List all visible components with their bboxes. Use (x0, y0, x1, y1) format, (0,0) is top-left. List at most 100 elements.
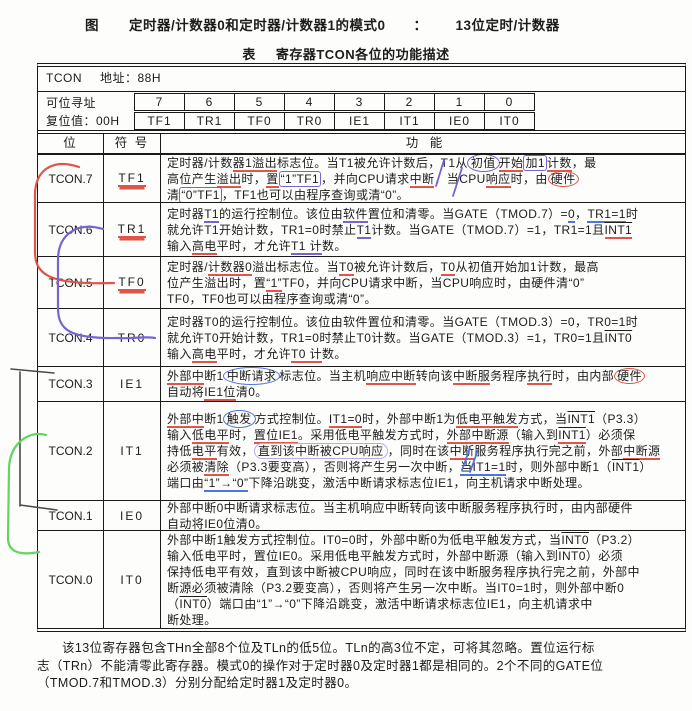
table-row: TCON.7 TF1 定时器/计数器1溢出标志位。当T1被允许计数后，T1从 初值 开始… (38, 155, 685, 203)
text-segment: 输入 (167, 346, 192, 361)
figure-caption: 图 定时器/计数器0和定时器/计数器1的模式0 ： 13位定时/计数器 (85, 14, 560, 34)
bit-name-cell: TR1 (184, 112, 235, 130)
underline-mark: 高电 (191, 238, 217, 255)
underline-mark: 中断 (449, 444, 475, 460)
text-segment: 的运行控制位。该位由 (219, 206, 344, 221)
overline-signal: INT0 (179, 596, 208, 611)
text-segment: 时，由 (510, 171, 548, 186)
text-segment: （P3.3要变高），否则将产生另一次中断， (229, 460, 461, 474)
bit-label: TCON.1 (48, 508, 93, 523)
text-segment: 有效， (216, 444, 254, 458)
function-cell: 外部中断1触发方式控制位。IT0=0时，外部中断0为低电平触发方式，当 INT0（… (161, 531, 685, 628)
function-line: 端口由“1”→“0”下降沿跳变，激活中断请求标志位IE1，向主机请求中断处理。 (167, 475, 685, 492)
bit-label: TCON.6 (48, 222, 93, 237)
table-row: TCON.0 IT0 外部中断1触发方式控制位。IT0=0时，外部中断0为低电平触发… (38, 531, 685, 628)
text-segment: 。采用低电平触发方式时， (297, 428, 447, 442)
text-segment: 高位产生 (167, 171, 217, 186)
function-line: 必须被清除（P3.3要变高），否则将产生另一次中断，当IT1=1时，则外部中断1… (167, 459, 685, 476)
function-cell: 外部中断1 中断请求 标志位。当主机响应中断转向该中断服务程序执行时，由内部 硬件 自动… (161, 367, 685, 401)
underline-mark: 外部中断源 (446, 428, 509, 444)
text-segment: （ (167, 596, 180, 611)
symbol-label: TF1 (118, 170, 146, 187)
function-line: 保持低电平有效，直到该中断被CPU响应，同时在该中断服务程序执行完之前，外部中 (167, 564, 685, 580)
function-line: 断源必须被清除（P3.2要变高），否则将产生另一次中断。当IT0=1时，则外部中… (167, 580, 685, 596)
text-segment: 服务程序执行完之前，外部 (474, 444, 624, 458)
bit-name-cell: TF0 (234, 112, 285, 130)
table-caption-title: 寄存器TCON各位的功能描述 (275, 47, 450, 62)
text-segment: 外部中断0中断请求标志位。当主机响应中断转向该中断服务程序执行时，由内部硬件 (167, 501, 633, 515)
underline-mark: 开始 (498, 155, 524, 172)
symbol-label: IT0 (120, 572, 144, 587)
text-segment: 被允许计数后， (353, 259, 441, 274)
bit-number-cell: 2 (384, 93, 435, 111)
function-line: 位产生溢出时，置“1”TF0，并向CPU请求中断，当CPU响应时，由硬件清“0” (167, 275, 685, 292)
underline-mark: 外部中 (167, 369, 205, 385)
underline-mark: T1 (204, 206, 220, 223)
reset-value-label: 复位值：00H (46, 114, 120, 128)
text-segment: ）必须 (585, 548, 624, 563)
underline-mark: 软件 (343, 206, 368, 223)
symbol-label: TF0 (118, 274, 146, 291)
text-segment: 溢出标志位。当 (252, 259, 340, 274)
text-segment: 时，则外部中断1（ (505, 460, 612, 474)
function-line: 高位产生溢出时，置 “1”TF1 ，并向CPU请求中断，当CPU响应时，由 硬件 (167, 170, 685, 188)
text-segment: 标志位。当T1被允许计数后，T1从 (277, 155, 468, 170)
underline-mark: T1 计 (291, 238, 322, 255)
table-caption: 表 寄存器TCON各位的功能描述 (0, 44, 692, 63)
underline-mark: 计数 (546, 155, 572, 172)
text-segment: 置位和清零。当GATE（TMOD.7）= (367, 206, 568, 221)
overline-signal: INT1 (567, 412, 596, 426)
text-segment: 平时，才允许 (216, 238, 292, 253)
underline-mark: IT1=0 (328, 412, 362, 428)
underline-mark: T1 (356, 222, 372, 239)
symbol-label: IE0 (119, 508, 144, 523)
underline-mark: 响应 (485, 171, 511, 188)
function-line: 定时器/计数器0溢出标志位。当T0被允许计数后，T0从初值开始加1计数，最高 (167, 259, 685, 276)
function-line: （INT0）端口由“1”→“0”下降沿跳变，激活中断请求标志位IE1，向主机请求… (167, 596, 685, 612)
bit-number-cell: 5 (234, 93, 285, 111)
circle-blue-mark: 触发 (222, 410, 256, 428)
function-line: 定时器T1的运行控制位。该位由软件置位和清零。当GATE（TMOD.7）=0，T… (167, 206, 685, 223)
text-segment: 输入 (167, 428, 192, 442)
underline-mark: 置位IE1 (253, 428, 298, 444)
function-cell: 定时器T1的运行控制位。该位由软件置位和清零。当GATE（TMOD.7）=0，T… (161, 203, 685, 256)
function-line: 就允许T1开始计数，TR1=0时禁止T1计数。当GATE（TMOD.7）=1，T… (167, 222, 685, 239)
function-line: 清 “0”TF1 ，TF1也可以由程序查询或清“0”。 (167, 186, 685, 202)
bubble-lavender-mark: 直到该中断被CPU响应 (253, 443, 388, 459)
text-segment: ） (639, 460, 652, 474)
text-segment: 方式，当 (517, 412, 568, 426)
text-segment: 输入 (167, 238, 192, 253)
text-segment: 时， (229, 428, 254, 442)
circle-blue-mark: 中断请求 (222, 367, 281, 385)
underline-mark: 计数器0 (207, 259, 253, 276)
function-line: 定时器T0的运行控制位。该位由软件置位和清零。当GATE（TMOD.3）=0，T… (167, 314, 685, 330)
underline-mark: 高电 (191, 346, 217, 363)
text-segment: ，当CPU (434, 171, 486, 186)
table-caption-label: 表 (242, 47, 256, 62)
text-segment: 外部中断1触发方式控制位。IT0=0时，外部中断0为低电平触发方式，当 (167, 532, 562, 547)
function-line: 外部中断0中断请求标志位。当主机响应中断转向该中断服务程序执行时，由内部硬件 (167, 501, 685, 516)
bit-number-cell: 6 (184, 93, 235, 111)
underline-mark: 当IT1=1 (460, 460, 506, 476)
text-segment: ，TF1也可以由程序查询或清“0”。 (221, 187, 410, 202)
text-segment: TF0，并向CPU请求中断，当CPU响应时，由硬件清“0” (282, 275, 585, 290)
text-segment: 方式控制位。 (254, 412, 329, 426)
text-segment: 输入低电平时，置位IE0。采用低电平触发方式时，外部中断源（输入到 (167, 548, 559, 563)
text-segment: ，并向CPU请求 (321, 171, 410, 186)
function-line: 输入低电平时，置位IE0。采用低电平触发方式时，外部中断源（输入到INT0）必须 (167, 548, 685, 564)
underline-mark: 0 (567, 206, 576, 223)
function-line: 外部中断1 触发 方式控制位。IT1=0时，外部中断1为低电平触发方式，当INT1（… (167, 410, 685, 428)
register-name: TCON (46, 71, 82, 85)
symbol-label: TR1 (117, 221, 147, 238)
text-segment: 保持低电平有效，直到该中断被CPU响应，同时在该中断服务程序执行完之前，外部中 (167, 564, 640, 579)
table-row: TCON.4 TR0 定时器T0的运行控制位。该位由软件置位和清零。当GATE（TM… (38, 309, 685, 367)
table-row: TCON.2 IT1 外部中断1 触发 方式控制位。IT1=0时，外部中断1为低电平触发… (38, 402, 685, 501)
text-segment: 就允许T1开始计数，TR1=0时禁止 (167, 222, 357, 237)
box-purple-mark: 加1 (523, 155, 547, 171)
function-line: TF0，TF0也可以由程序查询或清“0”。 (167, 291, 685, 307)
circle-red-mark: 硬件 (547, 170, 579, 187)
underline-mark: T0 (440, 259, 456, 276)
footer-paragraph: 该13位寄存器包含THn全部8个位及TLn的低5位。TLn的高3位不定，可将其忽… (37, 640, 687, 693)
text-segment: 自动将IE0位清0。 (167, 516, 268, 531)
